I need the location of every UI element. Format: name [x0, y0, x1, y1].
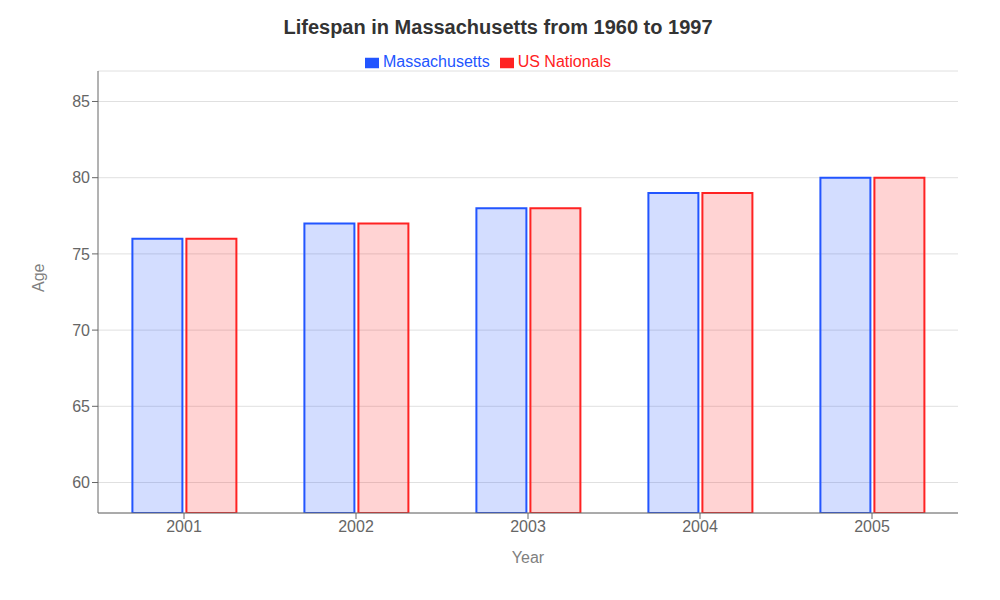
- svg-text:2003: 2003: [510, 518, 546, 535]
- svg-text:2005: 2005: [854, 518, 890, 535]
- svg-text:85: 85: [72, 93, 90, 110]
- svg-text:60: 60: [72, 474, 90, 491]
- svg-text:2002: 2002: [338, 518, 374, 535]
- svg-text:Age: Age: [30, 263, 47, 292]
- html-text:Lifespan in Massachusetts from: Lifespan in Massachusetts from 1960 to 1…: [283, 16, 713, 38]
- svg-text:70: 70: [72, 322, 90, 339]
- svg-text:2001: 2001: [166, 518, 202, 535]
- html-text:US Nationals: US Nationals: [517, 53, 611, 70]
- svg-text:2004: 2004: [682, 518, 718, 535]
- svg-text:75: 75: [72, 246, 90, 263]
- html-text:Massachusetts: Massachusetts: [383, 53, 490, 70]
- svg-text:Year: Year: [512, 549, 545, 566]
- svg-text:80: 80: [72, 169, 90, 186]
- svg-text:65: 65: [72, 398, 90, 415]
